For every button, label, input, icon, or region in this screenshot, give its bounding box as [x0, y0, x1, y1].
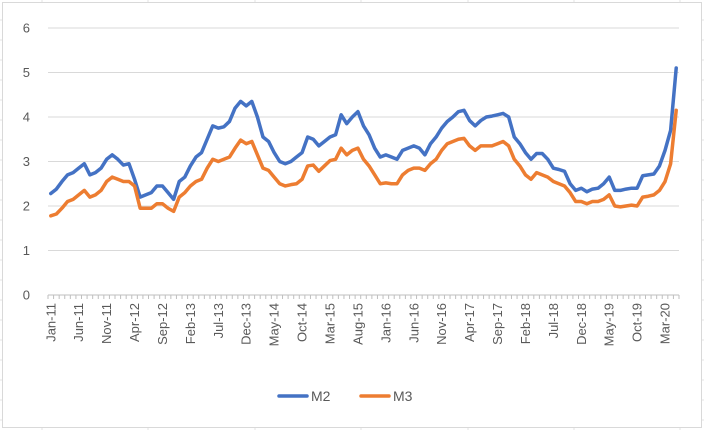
- x-tick-label: Apr-12: [127, 303, 142, 342]
- x-tick-label: Sep-17: [490, 303, 505, 345]
- legend-label-m2: M2: [311, 388, 331, 404]
- y-tick-label: 4: [23, 110, 30, 125]
- x-tick-label: May-14: [267, 303, 282, 346]
- x-tick-label: Jan-11: [43, 303, 58, 342]
- line-chart: 0 1 2 3 4 5 6 Jan-11 Jun-11 Nov-11 Apr-12 Sep-12 Fe…: [23, 21, 680, 404]
- y-tick-label: 1: [23, 243, 30, 258]
- y-tick-label: 3: [23, 154, 30, 169]
- x-tick-label: Nov-11: [99, 303, 114, 344]
- x-tick-label: Mar-15: [322, 303, 337, 344]
- x-tick-label: Jan-16: [378, 303, 393, 343]
- x-tick-label: May-19: [602, 303, 617, 346]
- y-tick-label: 2: [23, 199, 30, 214]
- x-tick-label: Nov-16: [434, 303, 449, 345]
- x-tick-label: Aug-15: [350, 303, 365, 345]
- x-tick-label: Jul-13: [211, 303, 226, 338]
- series-line-m2[interactable]: [49, 66, 678, 202]
- x-tick-label: Feb-13: [183, 303, 198, 344]
- legend-label-m3: M3: [393, 388, 413, 404]
- series-line-m3[interactable]: [49, 108, 678, 218]
- x-tick-label: Jun-16: [406, 303, 421, 343]
- x-tick-label: Mar-20: [658, 303, 673, 344]
- x-tick-label: Apr-17: [462, 303, 477, 342]
- x-axis: Jan-11 Jun-11 Nov-11 Apr-12 Sep-12 Feb-13 Jul-…: [43, 295, 680, 346]
- x-tick-label: Dec-13: [239, 303, 254, 345]
- x-tick-label: Oct-19: [630, 303, 645, 342]
- x-tick-label: Feb-18: [518, 303, 533, 344]
- y-tick-label: 0: [23, 288, 30, 303]
- legend: M2 M3: [277, 388, 413, 404]
- x-tick-label: Sep-12: [155, 303, 170, 345]
- series-lines: [49, 66, 678, 218]
- x-tick-label: Oct-14: [295, 303, 310, 342]
- x-tick-label: Dec-18: [574, 303, 589, 345]
- x-tick-label: Jun-11: [71, 303, 86, 342]
- y-axis: 0 1 2 3 4 5 6: [23, 21, 30, 303]
- y-tick-label: 5: [23, 65, 30, 80]
- x-tick-label: Jul-18: [546, 303, 561, 338]
- y-tick-label: 6: [23, 21, 30, 36]
